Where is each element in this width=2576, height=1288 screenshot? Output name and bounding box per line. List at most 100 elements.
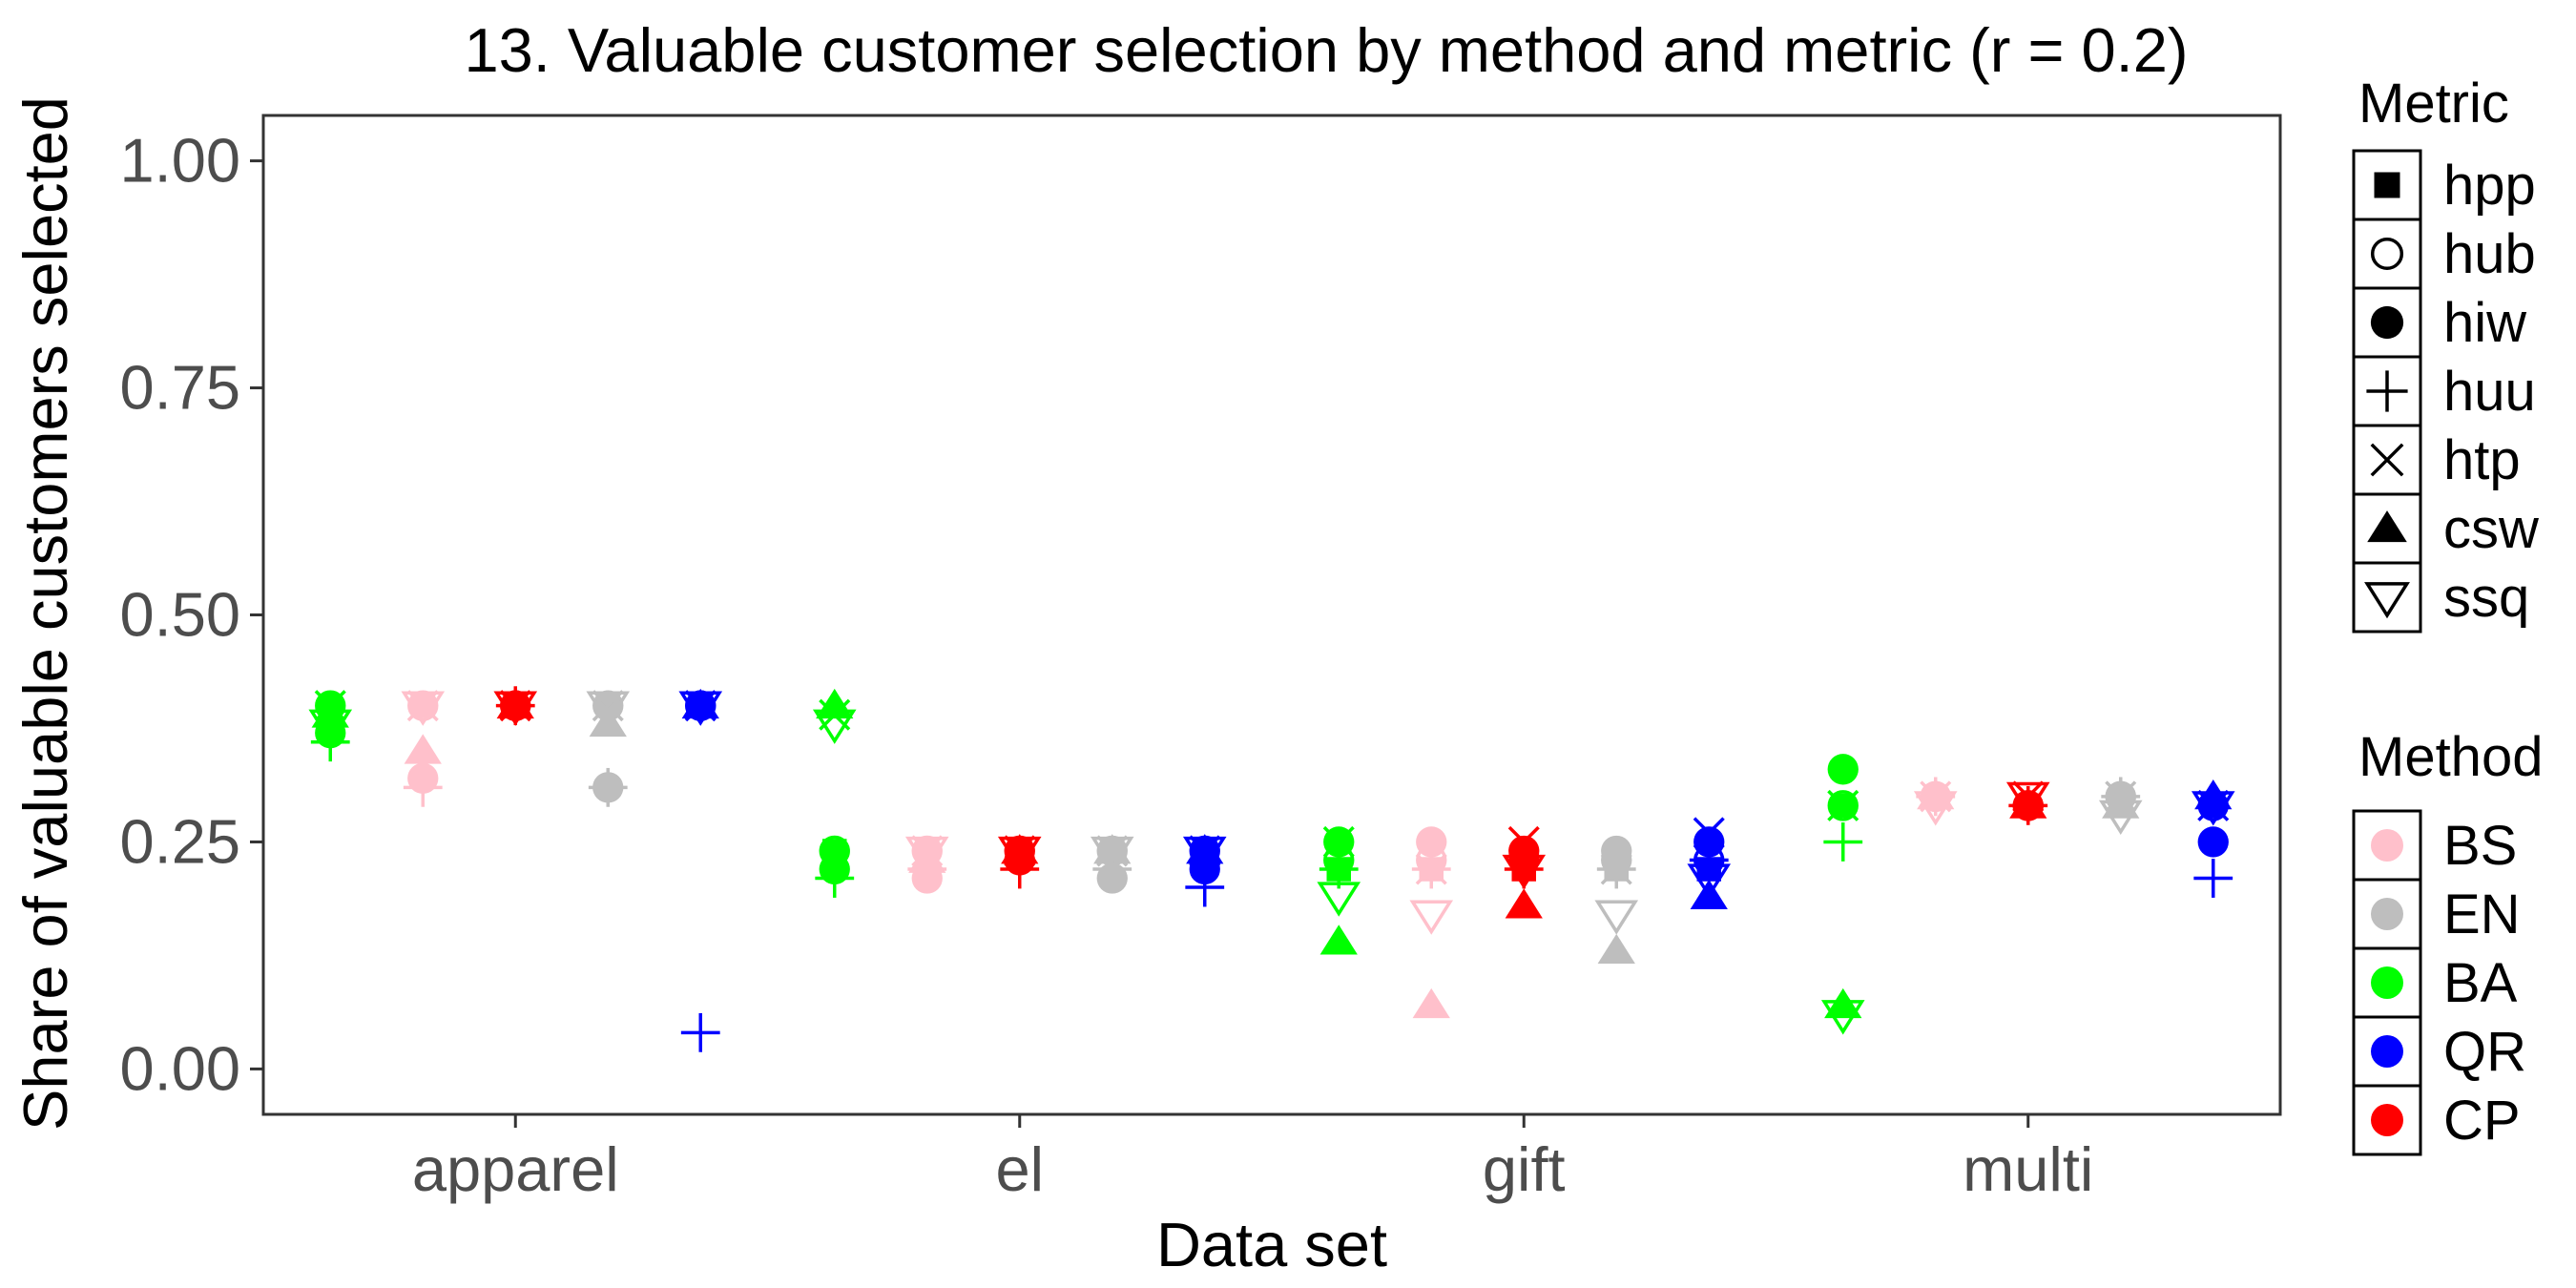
title-group: 13. Valuable customer selection by metho… — [464, 15, 2188, 85]
method-legend-swatch-CP — [2371, 1104, 2403, 1136]
metric-legend-label: htp — [2443, 429, 2521, 491]
data-point-qr-ssq — [678, 691, 723, 726]
data-point-bs-csw — [1412, 987, 1450, 1019]
method-legend-label: BA — [2443, 952, 2518, 1014]
method-legend-label: CP — [2443, 1090, 2521, 1152]
data-point-qr-ssq — [1687, 863, 1732, 899]
data-point-bs-huu — [403, 767, 443, 807]
method-legend-swatch-BA — [2371, 966, 2403, 999]
metric-legend-label: hub — [2443, 223, 2536, 285]
data-point-cp-csw — [1505, 888, 1543, 919]
y-tick-label: 0.00 — [119, 1033, 240, 1103]
metric-legend-label: csw — [2443, 498, 2540, 560]
metric-legend-label: ssq — [2443, 567, 2529, 629]
data-point-cp-ssq — [997, 836, 1042, 872]
data-point-qr-csw — [681, 688, 719, 719]
x-axis: apparel el gift multi — [412, 1114, 2093, 1204]
data-point-ba-huu — [815, 859, 855, 898]
metric-legend-symbol-csw — [2367, 510, 2407, 543]
x-tick-label: el — [995, 1134, 1044, 1204]
data-point-qr-htp — [1693, 817, 1725, 849]
method-legend-swatch-EN — [2371, 898, 2403, 930]
data-point-bs-csw — [404, 734, 442, 764]
data-point-qr-csw — [1186, 834, 1224, 864]
data-point-qr-ssq — [2191, 791, 2235, 826]
method-legend-label: BS — [2443, 815, 2517, 877]
data-point-bs-csw — [908, 842, 946, 873]
y-tick-label: 0.50 — [119, 580, 240, 650]
data-point-ba-hub — [1827, 790, 1859, 821]
y-tick-label: 0.75 — [119, 353, 240, 423]
data-point-ba-ssq — [1820, 1000, 1865, 1035]
data-point-en-ssq — [586, 691, 631, 726]
data-point-bs-ssq — [401, 691, 446, 726]
data-point-qr-ssq — [1182, 836, 1227, 872]
data-point-cp-csw — [496, 688, 534, 719]
data-point-en-ssq — [1594, 900, 1639, 935]
data-point-ba-huu — [1823, 822, 1863, 862]
metric-legend-symbol-htp — [2370, 443, 2404, 477]
data-point-qr-hiw — [2197, 826, 2229, 858]
data-point-bs-ssq — [1913, 791, 1958, 826]
metric-legend-title: Metric — [2358, 73, 2509, 135]
data-point-qr-huu — [1185, 867, 1225, 907]
data-point-en-csw — [1093, 834, 1132, 864]
metric-legend-symbol-ssq — [2364, 582, 2410, 619]
y-axis: 0.00 0.25 0.50 0.75 1.00 — [119, 126, 263, 1103]
x-tick-label: multi — [1963, 1134, 2093, 1204]
metric-legend-label: huu — [2443, 361, 2536, 423]
data-point-ba-csw — [1319, 924, 1358, 955]
method-legend-label: EN — [2443, 883, 2521, 945]
data-point-bs-htp — [1415, 853, 1447, 885]
data-point-en-htp — [1600, 853, 1632, 885]
metric-legend-symbol-hiw — [2370, 305, 2404, 340]
metric-legend-label: hpp — [2443, 155, 2536, 217]
data-point-ba-hiw — [1827, 754, 1859, 785]
plot-panel — [261, 114, 2282, 1116]
data-point-ba-ssq — [308, 709, 353, 744]
data-point-cp-htp — [1507, 825, 1540, 858]
data-point-en-csw — [1597, 933, 1635, 965]
x-axis-label: Data set — [1156, 1210, 1387, 1279]
metric-legend-symbol-hub — [2370, 237, 2404, 271]
data-point-ba-htp — [1827, 789, 1859, 821]
data-point-bs-ssq — [904, 836, 949, 872]
y-tick-label: 1.00 — [119, 126, 240, 196]
data-point-en-ssq — [1090, 836, 1134, 872]
metric-legend-symbol-hpp — [2374, 172, 2400, 198]
y-axis-label: Share of valuable customers selected — [10, 96, 80, 1131]
data-point-cp-ssq — [1502, 854, 1547, 890]
method-legend-swatch-BS — [2371, 829, 2403, 862]
data-point-qr-huu — [2193, 859, 2233, 898]
y-tick-label: 0.25 — [119, 806, 240, 876]
metric-legend-label: hiw — [2443, 292, 2527, 354]
method-legend-title: Method — [2358, 726, 2543, 788]
metric-legend-key — [2352, 218, 2422, 290]
data-point-ba-htp — [1322, 825, 1355, 858]
metric-legend-symbol-huu — [2366, 370, 2408, 412]
data-point-ba-ssq — [812, 709, 857, 744]
data-point-cp-ssq — [493, 691, 538, 726]
data-points — [308, 686, 2235, 1052]
data-point-en-ssq — [2098, 800, 2143, 836]
data-point-qr-huu — [1689, 841, 1729, 880]
data-point-cp-ssq — [2005, 781, 2050, 818]
data-point-en-huu — [588, 767, 628, 807]
data-point-en-htp — [592, 690, 624, 722]
data-point-qr-huu — [680, 1012, 720, 1052]
data-point-bs-ssq — [1409, 900, 1454, 935]
method-legend-label: QR — [2443, 1021, 2526, 1083]
chart-title: 13. Valuable customer selection by metho… — [464, 15, 2188, 85]
data-point-ba-ssq — [1317, 882, 1361, 917]
x-tick-label: apparel — [412, 1134, 619, 1204]
x-tick-label: gift — [1483, 1134, 1566, 1204]
method-legend-swatch-QR — [2371, 1035, 2403, 1068]
data-point-cp-csw — [2009, 788, 2047, 819]
data-point-cp-csw — [1001, 834, 1039, 864]
metric-legend-key — [2352, 561, 2422, 634]
data-point-bs-htp — [406, 690, 439, 722]
data-point-bs-hiw — [1416, 826, 1447, 858]
